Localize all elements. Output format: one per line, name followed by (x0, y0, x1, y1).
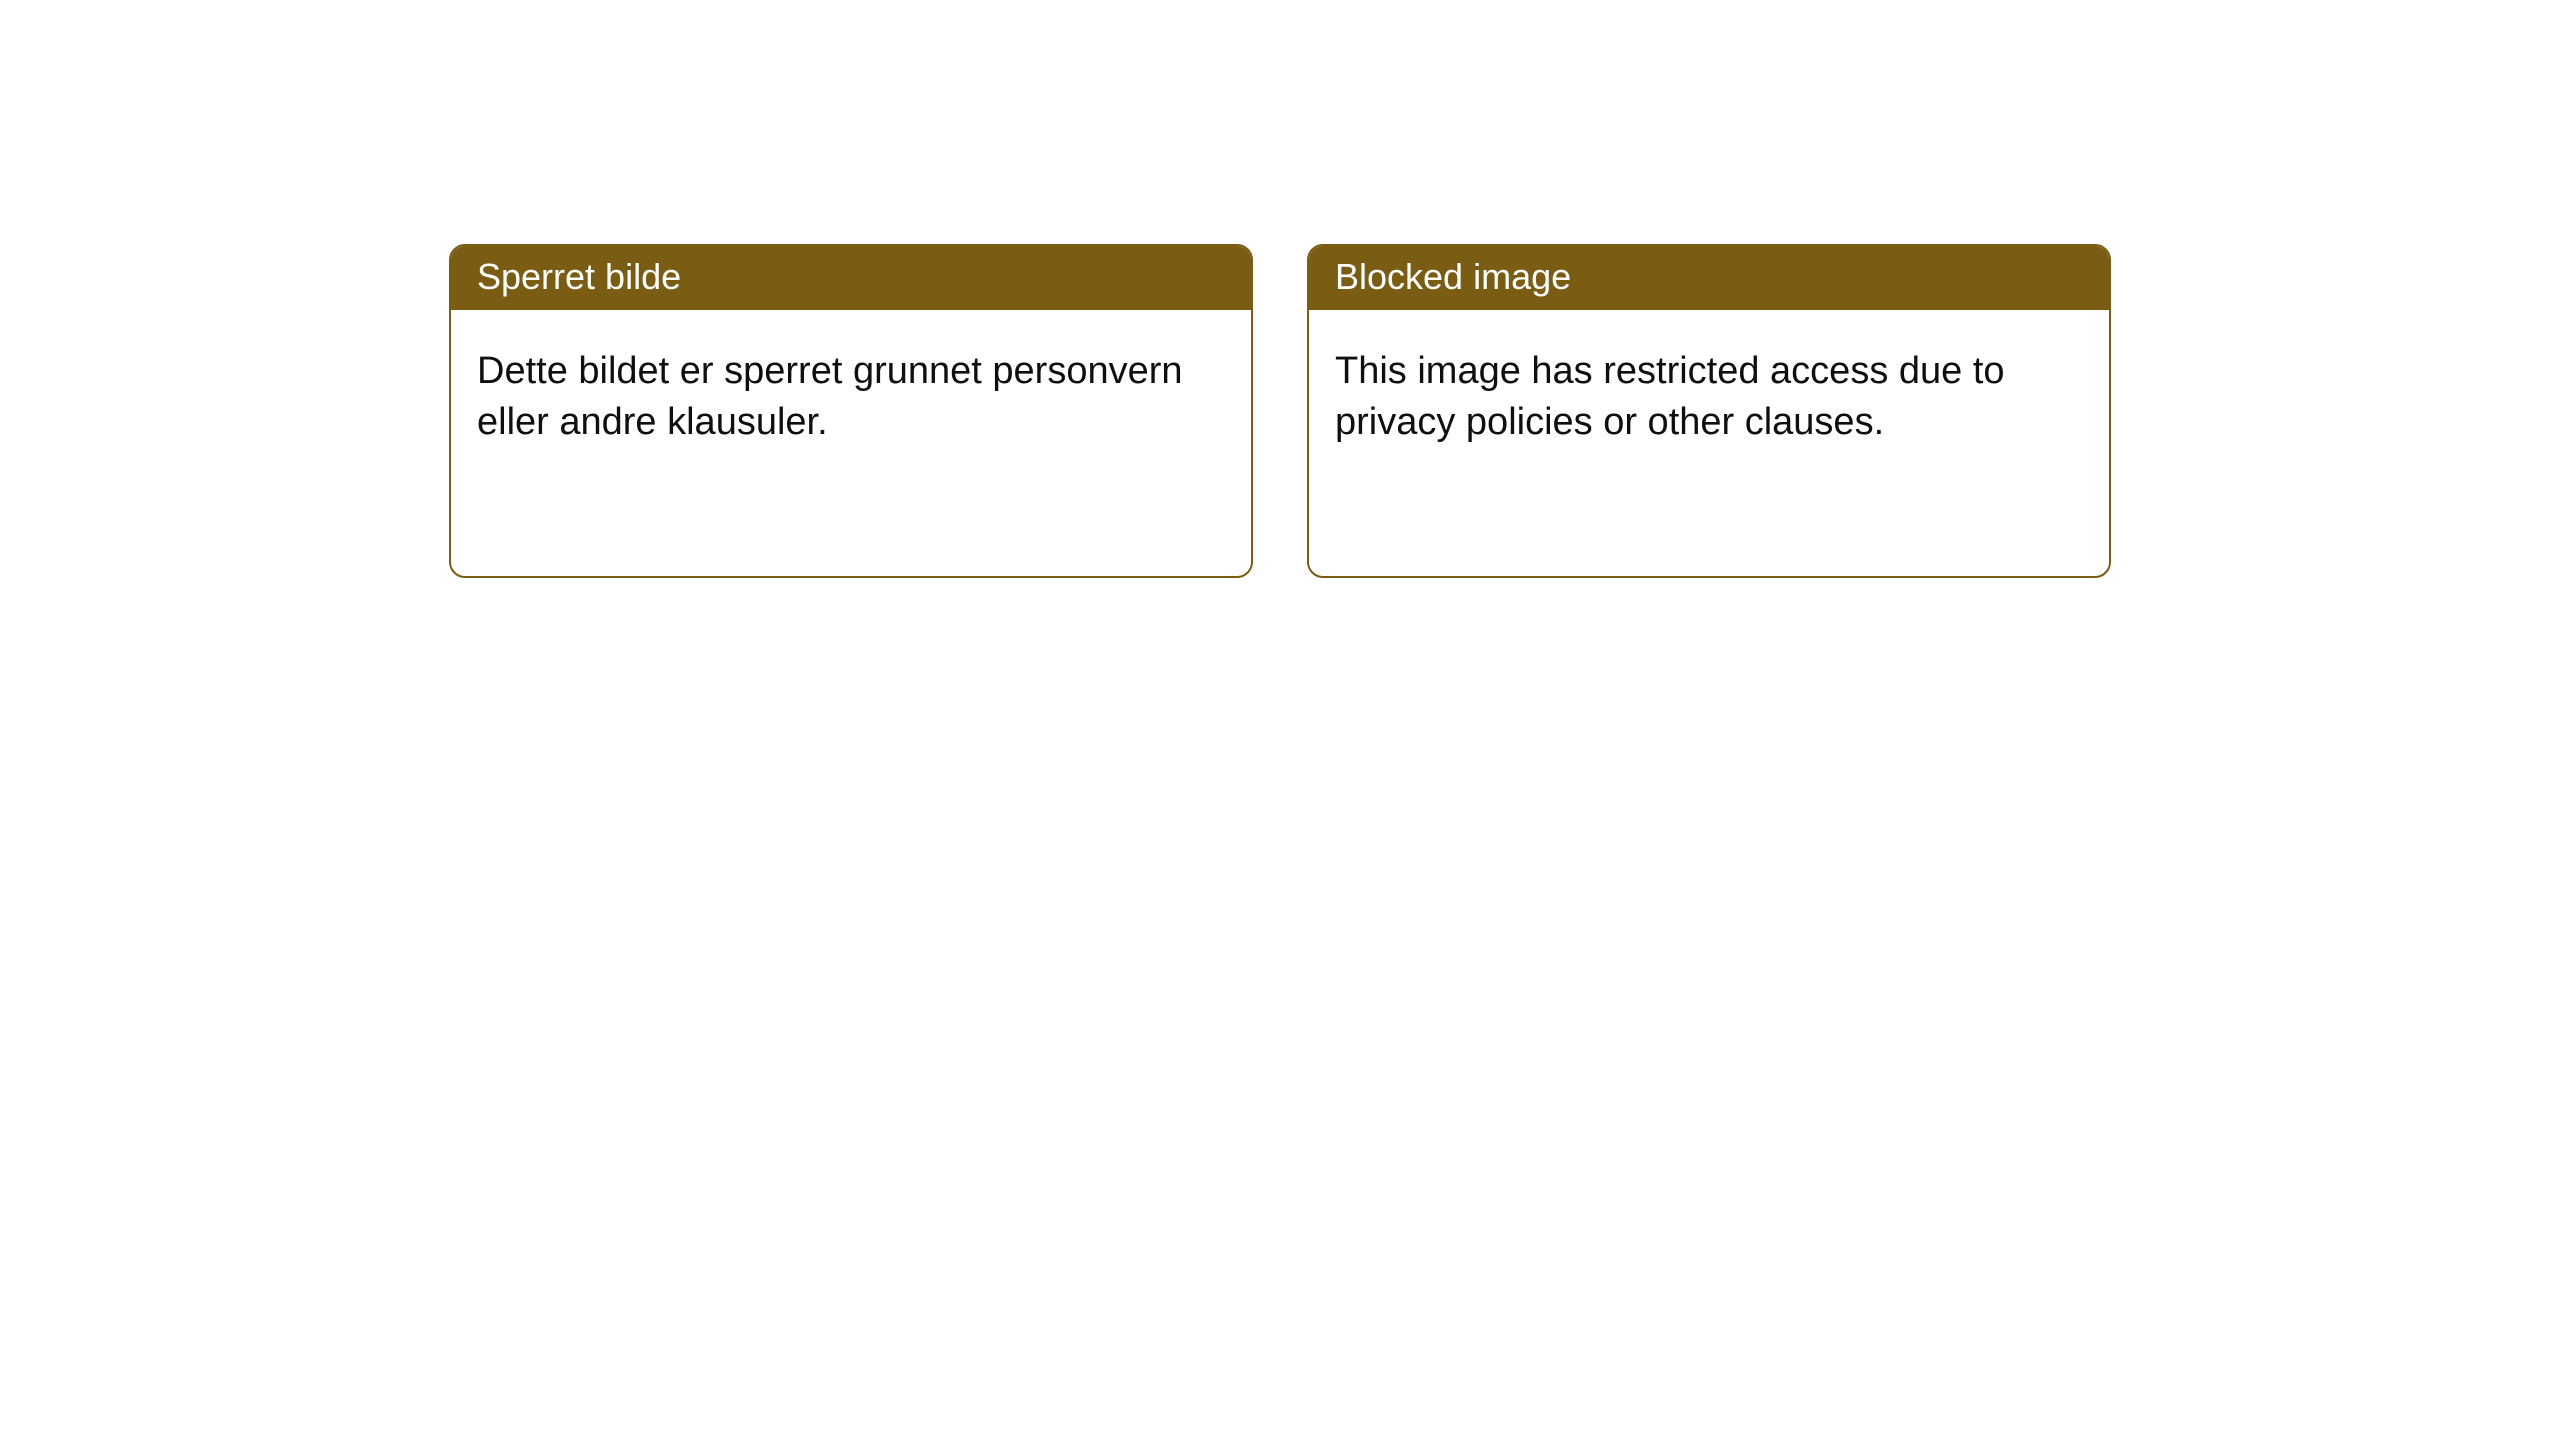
notice-body: Dette bildet er sperret grunnet personve… (451, 310, 1251, 475)
notice-body: This image has restricted access due to … (1309, 310, 2109, 475)
notice-container: Sperret bilde Dette bildet er sperret gr… (0, 0, 2560, 578)
notice-card-norwegian: Sperret bilde Dette bildet er sperret gr… (449, 244, 1253, 578)
notice-header: Blocked image (1309, 246, 2109, 310)
notice-card-english: Blocked image This image has restricted … (1307, 244, 2111, 578)
notice-header: Sperret bilde (451, 246, 1251, 310)
